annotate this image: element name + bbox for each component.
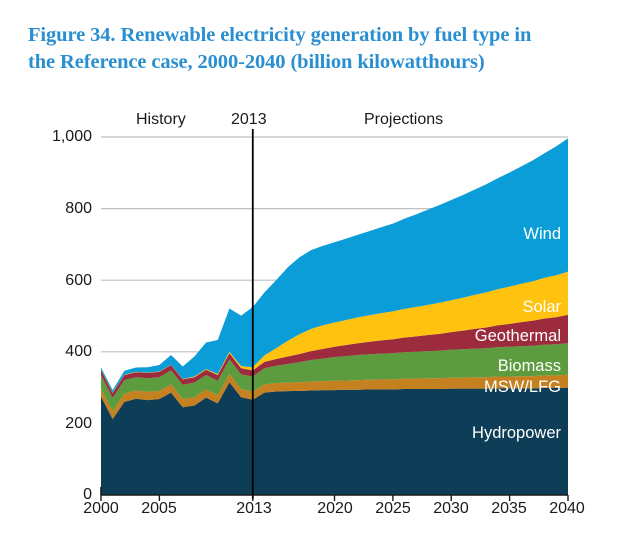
x-tick-label-2035: 2035 [491, 500, 527, 517]
x-tick-label-2000: 2000 [83, 500, 119, 517]
x-tick-label-2020: 2020 [317, 500, 353, 517]
projections-annotation: Projections [364, 111, 444, 128]
area-series-msw-lfg [101, 373, 568, 420]
history-annotation: History [136, 111, 186, 128]
x-tick-label-2025: 2025 [375, 500, 411, 517]
x-tick-label-2013: 2013 [236, 500, 272, 517]
divider-year-annotation: 2013 [231, 111, 267, 128]
y-tick-label-800: 800 [65, 200, 92, 217]
y-tick-label-1000: 1,000 [51, 128, 92, 145]
area-series-biomass [101, 343, 568, 412]
area-series-wind [101, 138, 568, 393]
page-title: Figure 34. Renewable electricity generat… [28, 24, 532, 73]
area-series-geothermal [101, 314, 568, 398]
y-tick-label-200: 200 [65, 415, 92, 432]
y-tick-label-600: 600 [65, 272, 92, 289]
x-tick-label-2040: 2040 [549, 500, 585, 517]
y-tick-label-400: 400 [65, 343, 92, 360]
area-series-group [101, 138, 568, 495]
area-series-hydropower [101, 382, 568, 495]
area-series-solar [101, 271, 568, 393]
x-tick-label-2030: 2030 [433, 500, 469, 517]
y-tick-label-0: 0 [83, 486, 92, 503]
x-tick-label-2005: 2005 [141, 500, 177, 517]
